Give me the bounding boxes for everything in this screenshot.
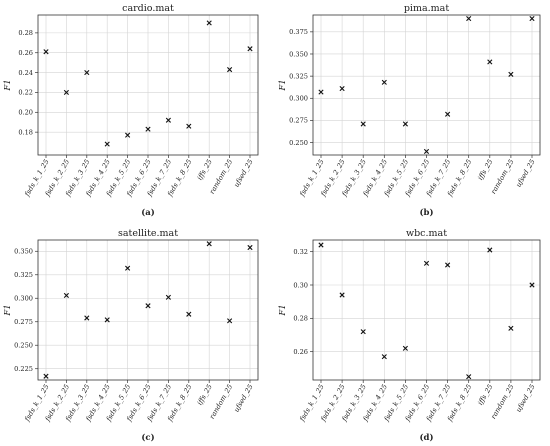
y-tick-label: 0.28	[293, 315, 308, 323]
data-point-x-marker	[529, 282, 535, 288]
x-tick-label: ufsed_25	[232, 383, 254, 414]
y-tick-label: 0.275	[14, 318, 33, 326]
data-point-x-marker	[360, 121, 366, 127]
data-point-x-marker	[104, 317, 110, 323]
data-point-x-marker	[487, 59, 493, 65]
data-point-x-marker	[466, 15, 472, 22]
data-point-x-marker	[423, 148, 430, 155]
y-tick-label: 0.250	[14, 342, 33, 350]
y-tick-label: 0.300	[14, 295, 33, 303]
chart-title: cardio.mat	[122, 3, 174, 14]
data-point-x-marker	[529, 15, 535, 22]
data-point-x-marker	[145, 126, 151, 132]
y-tick-label: 0.250	[289, 139, 308, 147]
y-tick-label: 0.26	[293, 348, 308, 356]
data-point-x-marker	[165, 294, 171, 300]
data-point-x-marker	[43, 49, 49, 55]
data-point-x-marker	[63, 89, 69, 96]
chart-title: pima.mat	[404, 3, 449, 14]
data-point-x-marker	[165, 117, 171, 123]
data-point-x-marker	[125, 265, 131, 271]
y-tick-label: 0.350	[289, 50, 308, 58]
data-point-x-marker	[423, 260, 430, 266]
data-point-x-marker	[466, 374, 472, 380]
data-point-x-marker	[339, 292, 345, 298]
x-tick-label: iffs_25	[476, 383, 494, 407]
chart-panel: wbc.mat0.260.280.300.32F1fsds_k_1_25fsds…	[278, 228, 541, 443]
y-tick-label: 0.20	[18, 109, 33, 117]
y-axis-label: F1	[278, 79, 288, 91]
panel-caption: (b)	[420, 207, 434, 218]
x-tick-label: iffs_25	[196, 383, 214, 407]
data-point-x-marker	[84, 69, 90, 76]
data-point-x-marker	[381, 354, 387, 360]
data-point-x-marker	[247, 244, 253, 251]
y-tick-label: 0.325	[289, 72, 308, 80]
y-tick-label: 0.26	[18, 49, 33, 57]
y-tick-label: 0.300	[289, 95, 308, 103]
y-tick-label: 0.30	[293, 281, 308, 289]
data-point-x-marker	[360, 329, 366, 335]
panel-caption: (a)	[141, 207, 155, 218]
y-tick-label: 0.325	[14, 271, 33, 279]
data-point-x-marker	[445, 262, 451, 268]
y-axis-label: F1	[278, 304, 288, 316]
data-point-x-marker	[206, 20, 212, 26]
x-tick-label: iffs_25	[196, 158, 214, 182]
y-tick-label: 0.275	[289, 117, 308, 125]
data-point-x-marker	[445, 111, 451, 117]
chart-title: satellite.mat	[118, 228, 178, 239]
y-tick-label: 0.22	[18, 89, 33, 97]
y-tick-label: 0.225	[14, 365, 33, 373]
data-point-x-marker	[145, 303, 151, 309]
y-tick-label: 0.28	[18, 29, 33, 37]
data-point-x-marker	[508, 325, 514, 331]
y-axis-label: F1	[3, 304, 13, 316]
data-point-x-marker	[381, 79, 387, 85]
data-point-x-marker	[63, 292, 69, 299]
data-point-x-marker	[247, 46, 253, 52]
data-point-x-marker	[186, 123, 192, 129]
data-point-x-marker	[318, 89, 324, 95]
y-tick-label: 0.18	[18, 128, 33, 136]
data-point-x-marker	[125, 132, 131, 138]
panel-caption: (d)	[420, 432, 434, 443]
data-point-x-marker	[339, 85, 345, 92]
y-axis-label: F1	[3, 79, 13, 91]
chart-title: wbc.mat	[406, 228, 447, 239]
data-point-x-marker	[186, 311, 192, 317]
data-point-x-marker	[84, 315, 90, 321]
chart-panel: pima.mat 0.250 0.275 0.300 0.325 0.350 0.375 F1…	[278, 3, 541, 218]
data-point-x-marker	[43, 373, 49, 379]
chart-panel: cardio.mat0.180.200.220.240.260.28F1fsds…	[3, 3, 259, 218]
data-point-x-marker	[206, 241, 212, 247]
x-tick-label: iffs_25	[476, 158, 494, 182]
data-point-x-marker	[227, 67, 233, 73]
chart-panel: satellite.mat 0.225 0.250 0.275 0.300 0.325 0.…	[3, 228, 259, 443]
x-tick-label: ufsed_25	[232, 158, 254, 189]
data-point-x-marker	[104, 141, 110, 147]
y-tick-label: 0.350	[14, 248, 33, 256]
x-tick-label: ufsed_25	[514, 383, 536, 414]
panel-caption: (c)	[141, 432, 154, 443]
data-point-x-marker	[487, 247, 493, 253]
data-point-x-marker	[227, 318, 233, 324]
x-tick-label: ufsed_25	[514, 158, 536, 189]
data-point-x-marker	[402, 121, 408, 127]
data-point-x-marker	[402, 345, 408, 351]
y-tick-label: 0.32	[293, 248, 308, 256]
y-tick-label: 0.375	[289, 28, 308, 36]
data-point-x-marker	[508, 71, 514, 77]
data-point-x-marker	[318, 242, 324, 248]
y-tick-label: 0.24	[18, 69, 33, 77]
